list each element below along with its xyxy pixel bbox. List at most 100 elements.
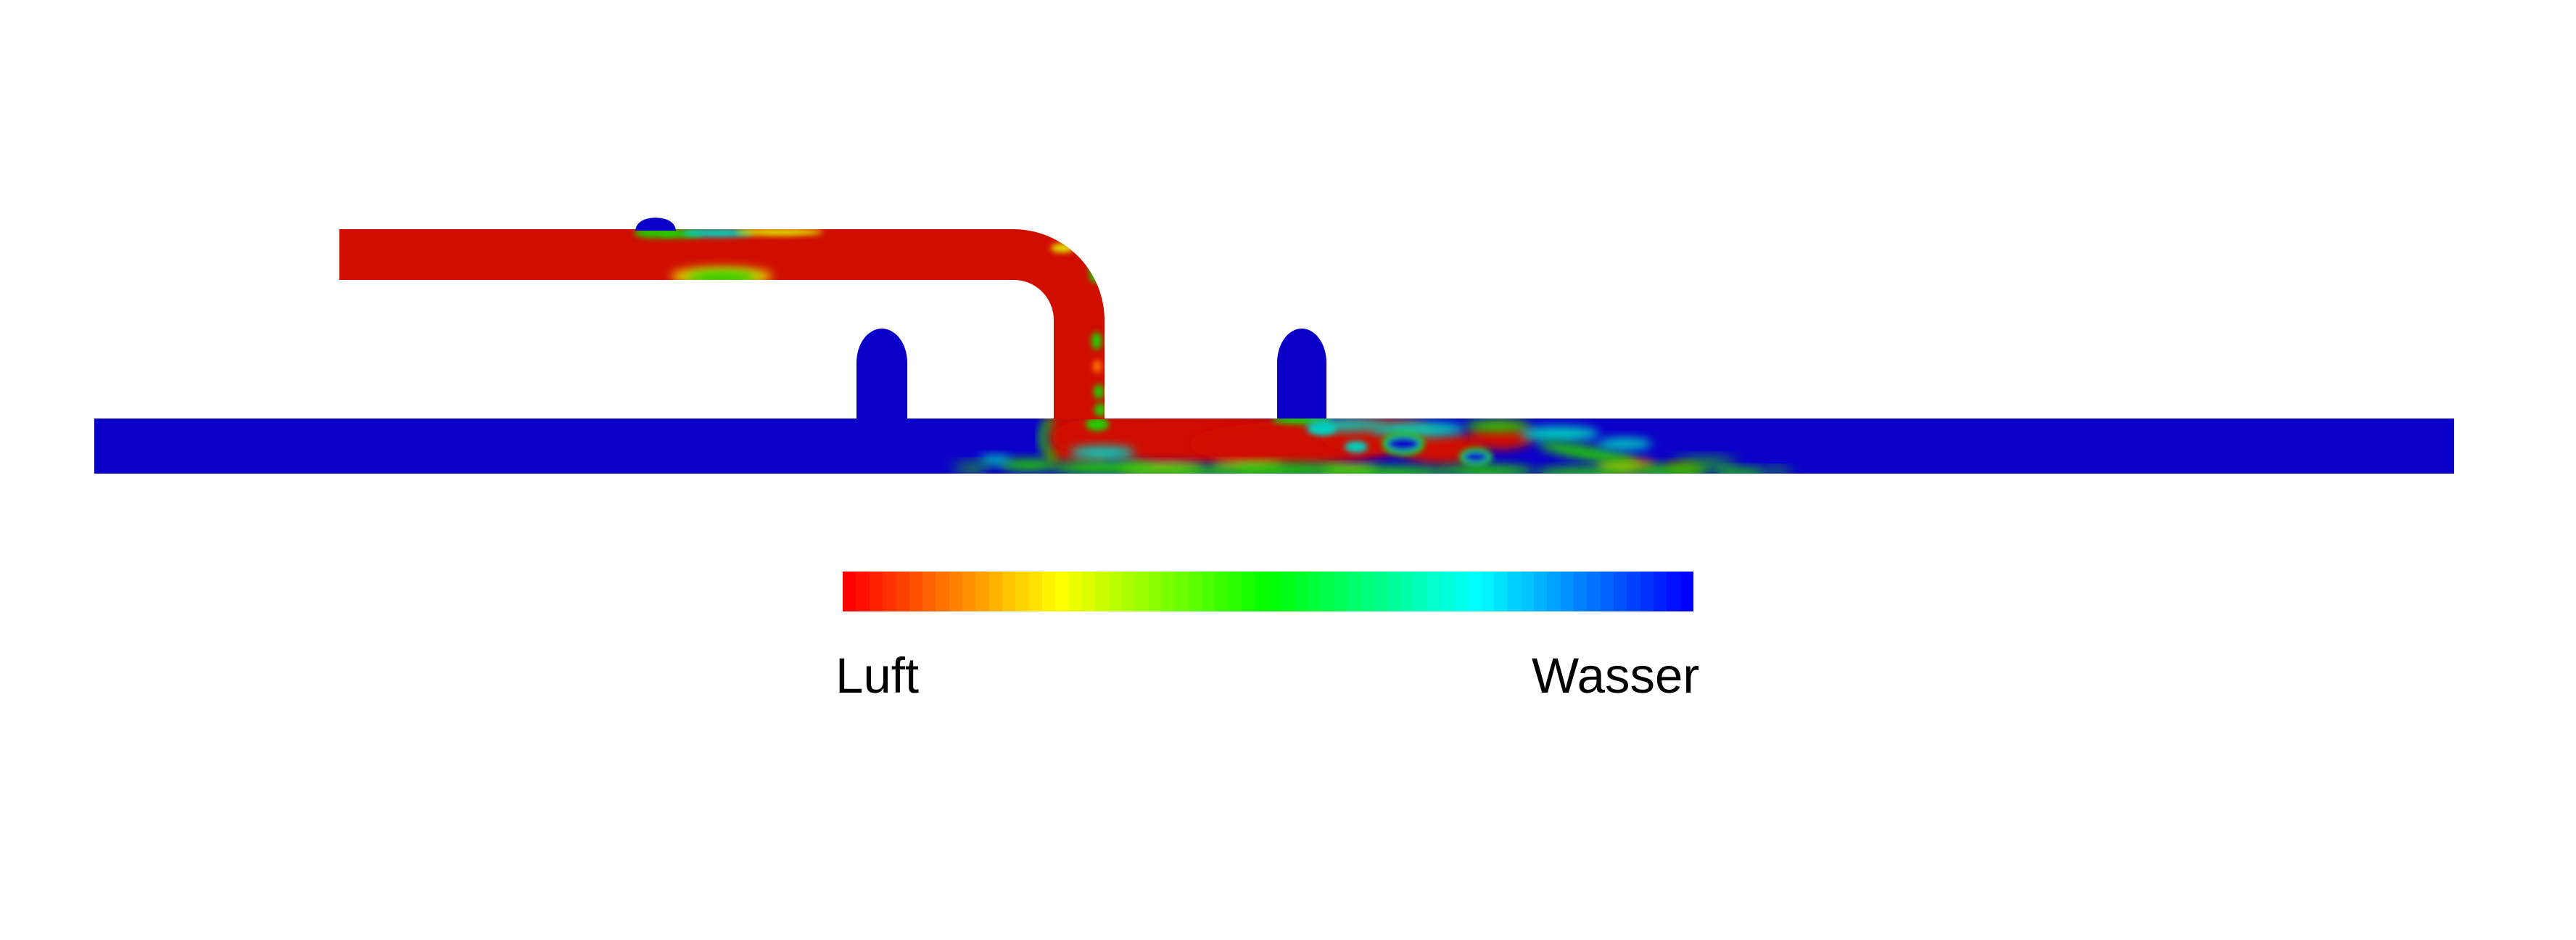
colorbar-band xyxy=(1308,572,1321,611)
colorbar-band xyxy=(962,572,976,611)
colorbar-band xyxy=(1560,572,1574,611)
interface-yellow xyxy=(1051,244,1074,252)
interface-yellow xyxy=(736,229,823,236)
colorbar-band xyxy=(1068,572,1082,611)
colorbar-band xyxy=(1627,572,1640,611)
colorbar-band xyxy=(1055,572,1069,611)
colorbar-band xyxy=(1201,572,1215,611)
interface-green xyxy=(999,459,1057,471)
interface-green xyxy=(954,464,990,473)
colorbar-band xyxy=(1002,572,1016,611)
colorbar-band xyxy=(1400,572,1415,611)
colorbar-band xyxy=(1135,572,1149,611)
water-pocket xyxy=(1345,441,1368,453)
colorbar-band xyxy=(949,572,962,611)
colorbar-band xyxy=(975,572,989,611)
colorbar-band xyxy=(1268,572,1281,611)
colorbar-band xyxy=(1427,572,1441,611)
interface-green xyxy=(1762,469,1791,474)
interface-green xyxy=(1094,403,1105,416)
colorbar-band xyxy=(1680,572,1693,611)
interface-teal xyxy=(682,229,754,237)
colorbar-band xyxy=(1414,572,1428,611)
interface-green xyxy=(1091,332,1102,350)
colorbar-band xyxy=(1241,572,1255,611)
colorbar-band xyxy=(1654,572,1667,611)
interface-green xyxy=(1672,459,1737,469)
interface-green xyxy=(1052,461,1153,474)
water-pocket xyxy=(1308,422,1337,435)
interface-green xyxy=(1440,465,1534,474)
colorbar-band xyxy=(1640,572,1654,611)
colorbar-band xyxy=(1507,572,1521,611)
water-pocket xyxy=(1382,432,1425,456)
interface-green xyxy=(687,271,756,284)
colorbar-band xyxy=(1015,572,1029,611)
colorbar-band xyxy=(1161,572,1176,611)
interface-orange xyxy=(1093,360,1102,373)
colorbar-band xyxy=(988,572,1002,611)
interface-teal xyxy=(1070,446,1135,459)
colorbar-band xyxy=(1520,572,1535,611)
interface-green xyxy=(1327,466,1450,474)
colorbar-band xyxy=(1600,572,1614,611)
interface-green xyxy=(1534,467,1635,474)
interface-teal xyxy=(1597,438,1652,450)
interface-green xyxy=(1131,466,1262,474)
colorbar-band xyxy=(1255,572,1268,611)
colorbar-band xyxy=(1041,572,1056,611)
legend-label-wasser: Wasser xyxy=(1532,648,1700,704)
interface-green xyxy=(1715,468,1766,474)
colorbar-band xyxy=(909,572,922,611)
colorbar-band xyxy=(869,572,883,611)
colorbar-band xyxy=(1095,572,1109,611)
colorbar-band xyxy=(1028,572,1042,611)
colorbar-band xyxy=(843,572,856,611)
legend-label-luft: Luft xyxy=(835,648,920,704)
colorbar-band xyxy=(1108,572,1122,611)
interface-teal xyxy=(979,455,1011,464)
colorbar xyxy=(843,572,1693,611)
colorbar-band xyxy=(1188,572,1202,611)
colorbar-band xyxy=(1587,572,1601,611)
air-inlet-pipe xyxy=(339,229,1105,419)
colorbar-band xyxy=(1574,572,1588,611)
colorbar-band xyxy=(1228,572,1242,611)
interface-green xyxy=(1465,420,1530,432)
colorbar-band xyxy=(856,572,870,611)
colorbar-band xyxy=(1295,572,1308,611)
colorbar-band xyxy=(1454,572,1468,611)
colorbar-band xyxy=(1374,572,1388,611)
colorbar-band xyxy=(1321,572,1335,611)
interface-teal xyxy=(1371,422,1465,437)
jet-left-boundary xyxy=(1039,419,1058,463)
colorbar-band xyxy=(1361,572,1375,611)
colorbar-band xyxy=(1440,572,1455,611)
colorbar-band xyxy=(1281,572,1295,611)
dome-stub-2 xyxy=(1277,329,1326,419)
colorbar-band xyxy=(1387,572,1401,611)
colorbar-band xyxy=(936,572,949,611)
colorbar-band xyxy=(1334,572,1348,611)
colorbar-band xyxy=(1667,572,1680,611)
colorbar-band xyxy=(1534,572,1548,611)
colorbar-band xyxy=(1175,572,1189,611)
mixing-zone xyxy=(954,419,1791,474)
water-pocket xyxy=(1459,448,1493,466)
colorbar-band xyxy=(1347,572,1361,611)
interface-green xyxy=(1094,384,1104,399)
interface-green xyxy=(1538,442,1638,465)
interface-green xyxy=(1086,419,1109,431)
interface-green xyxy=(1089,263,1101,283)
colorbar-band xyxy=(1467,572,1481,611)
water-bubble xyxy=(635,218,676,231)
colorbar-band xyxy=(922,572,936,611)
colorbar-band xyxy=(1121,572,1136,611)
dome-stub-1 xyxy=(856,329,907,419)
colorbar-band xyxy=(1081,572,1096,611)
colorbar-band xyxy=(1614,572,1627,611)
colorbar-band xyxy=(1480,572,1495,611)
colorbar-band xyxy=(1215,572,1229,611)
